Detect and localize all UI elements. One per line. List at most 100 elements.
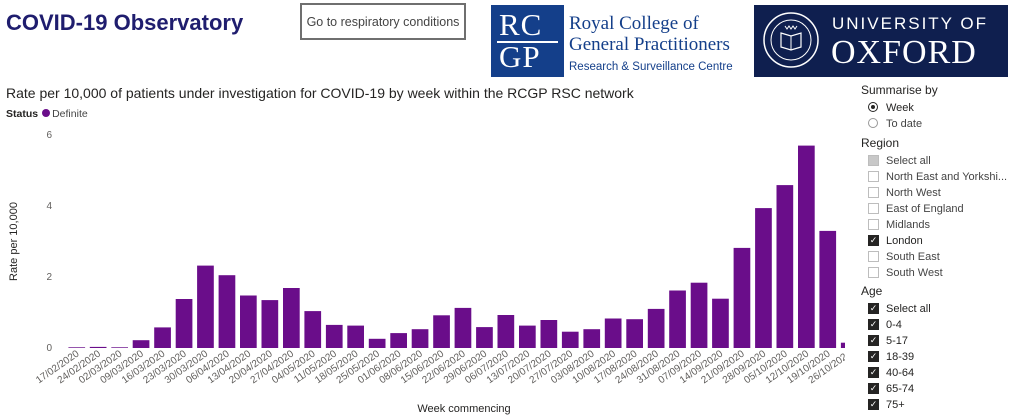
summarise-option[interactable]: Week: [861, 100, 1021, 116]
bar[interactable]: [197, 265, 214, 348]
age-option[interactable]: ✓ Select all: [861, 301, 1021, 317]
bar[interactable]: [218, 275, 236, 348]
bar[interactable]: [497, 315, 515, 348]
legend-item-definite: Definite: [52, 108, 88, 120]
rcgp-name-line2: General Practitioners: [569, 34, 730, 55]
age-option[interactable]: ✓ 65-74: [861, 381, 1021, 397]
age-options: ✓ Select all ✓ 0-4 ✓ 5-17 ✓ 18-39 ✓ 40-64 ✓ 65-74 ✓ 7…: [861, 301, 1021, 413]
radio-unselected-icon[interactable]: [868, 118, 878, 128]
bar[interactable]: [175, 299, 193, 348]
region-option[interactable]: East of England: [861, 201, 1021, 217]
bar[interactable]: [840, 342, 845, 348]
age-option-label: 75+: [886, 399, 905, 411]
oxford-top-text: UNIVERSITY OF: [832, 14, 989, 33]
rcgp-subtitle: Research & Surveillance Centre: [569, 61, 733, 73]
checkbox-checked-icon[interactable]: ✓: [868, 383, 879, 394]
y-axis-label: Rate per 10,000: [8, 202, 20, 281]
checkbox-checked-icon[interactable]: ✓: [868, 235, 879, 246]
checkbox-unchecked-icon[interactable]: [868, 219, 879, 230]
region-option[interactable]: North West: [861, 185, 1021, 201]
y-tick-label: 6: [46, 130, 52, 141]
bar[interactable]: [690, 282, 708, 348]
checkbox-checked-icon[interactable]: ✓: [868, 335, 879, 346]
bar[interactable]: [776, 185, 794, 348]
bar[interactable]: [712, 298, 729, 348]
region-option-label: South West: [886, 267, 943, 279]
rcgp-name: Royal College of General Practitioners: [569, 13, 730, 55]
checkbox-unchecked-icon[interactable]: [868, 267, 879, 278]
bar[interactable]: [476, 327, 493, 348]
rcgp-mark: RC GP: [491, 5, 564, 77]
x-axis-label: Week commencing: [417, 403, 510, 415]
age-option-label: 5-17: [886, 335, 909, 347]
bar[interactable]: [304, 311, 322, 348]
region-option-label: East of England: [886, 203, 964, 215]
checkbox-unchecked-icon[interactable]: [868, 171, 879, 182]
bar[interactable]: [647, 308, 665, 348]
age-option[interactable]: ✓ 18-39: [861, 349, 1021, 365]
y-tick-label: 0: [46, 343, 52, 354]
bar[interactable]: [132, 340, 150, 348]
bar[interactable]: [68, 347, 86, 348]
age-title: Age: [861, 284, 883, 298]
bar[interactable]: [626, 319, 643, 348]
region-option[interactable]: North East and Yorkshi...: [861, 169, 1021, 185]
age-option[interactable]: ✓ 40-64: [861, 365, 1021, 381]
bar[interactable]: [154, 327, 171, 348]
checkbox-unchecked-icon[interactable]: [868, 187, 879, 198]
bar[interactable]: [819, 230, 837, 348]
legend-title: Status: [6, 108, 39, 120]
checkbox-checked-icon[interactable]: ✓: [868, 351, 879, 362]
age-option[interactable]: ✓ 75+: [861, 397, 1021, 413]
bar[interactable]: [798, 145, 815, 348]
bar[interactable]: [347, 325, 364, 348]
rcgp-mark-bottom: GP: [499, 39, 541, 74]
bar[interactable]: [433, 315, 450, 348]
legend-marker: [42, 109, 51, 118]
bar[interactable]: [583, 329, 601, 348]
rcgp-mark-top: RC: [499, 7, 543, 42]
radio-selected-icon[interactable]: [868, 102, 878, 112]
bar[interactable]: [540, 320, 558, 348]
bar[interactable]: [733, 247, 751, 348]
bar[interactable]: [669, 290, 686, 349]
bar[interactable]: [411, 329, 429, 348]
bar[interactable]: [283, 288, 300, 348]
bar[interactable]: [519, 325, 536, 348]
checkbox-partial-icon[interactable]: [868, 155, 879, 166]
summarise-option-label: Week: [886, 102, 914, 114]
checkbox-checked-icon[interactable]: ✓: [868, 319, 879, 330]
region-option[interactable]: South West: [861, 265, 1021, 281]
checkbox-checked-icon[interactable]: ✓: [868, 367, 879, 378]
bar[interactable]: [390, 333, 407, 348]
checkbox-unchecked-icon[interactable]: [868, 203, 879, 214]
region-option[interactable]: ✓ London: [861, 233, 1021, 249]
region-option-label: London: [886, 235, 923, 247]
bar[interactable]: [111, 347, 128, 348]
bar[interactable]: [755, 208, 772, 348]
region-option[interactable]: South East: [861, 249, 1021, 265]
respiratory-conditions-button[interactable]: Go to respiratory conditions: [300, 3, 466, 40]
page-title: COVID-19 Observatory: [6, 10, 244, 35]
checkbox-checked-icon[interactable]: ✓: [868, 303, 879, 314]
checkbox-unchecked-icon[interactable]: [868, 251, 879, 262]
bar[interactable]: [240, 295, 257, 349]
age-option[interactable]: ✓ 5-17: [861, 333, 1021, 349]
summarise-option[interactable]: To date: [861, 116, 1021, 132]
bar[interactable]: [89, 346, 107, 348]
y-tick-label: 4: [46, 201, 52, 212]
bar[interactable]: [561, 331, 579, 348]
bar[interactable]: [454, 307, 472, 348]
bar[interactable]: [368, 338, 386, 348]
age-option-label: 18-39: [886, 351, 915, 363]
region-option[interactable]: Select all: [861, 153, 1021, 169]
age-option-label: 0-4: [886, 319, 902, 331]
rcgp-mark-divider: [497, 41, 558, 43]
bar[interactable]: [604, 318, 622, 349]
age-option[interactable]: ✓ 0-4: [861, 317, 1021, 333]
region-option[interactable]: Midlands: [861, 217, 1021, 233]
bar[interactable]: [325, 324, 343, 348]
checkbox-checked-icon[interactable]: ✓: [868, 399, 879, 410]
bar[interactable]: [261, 300, 279, 348]
